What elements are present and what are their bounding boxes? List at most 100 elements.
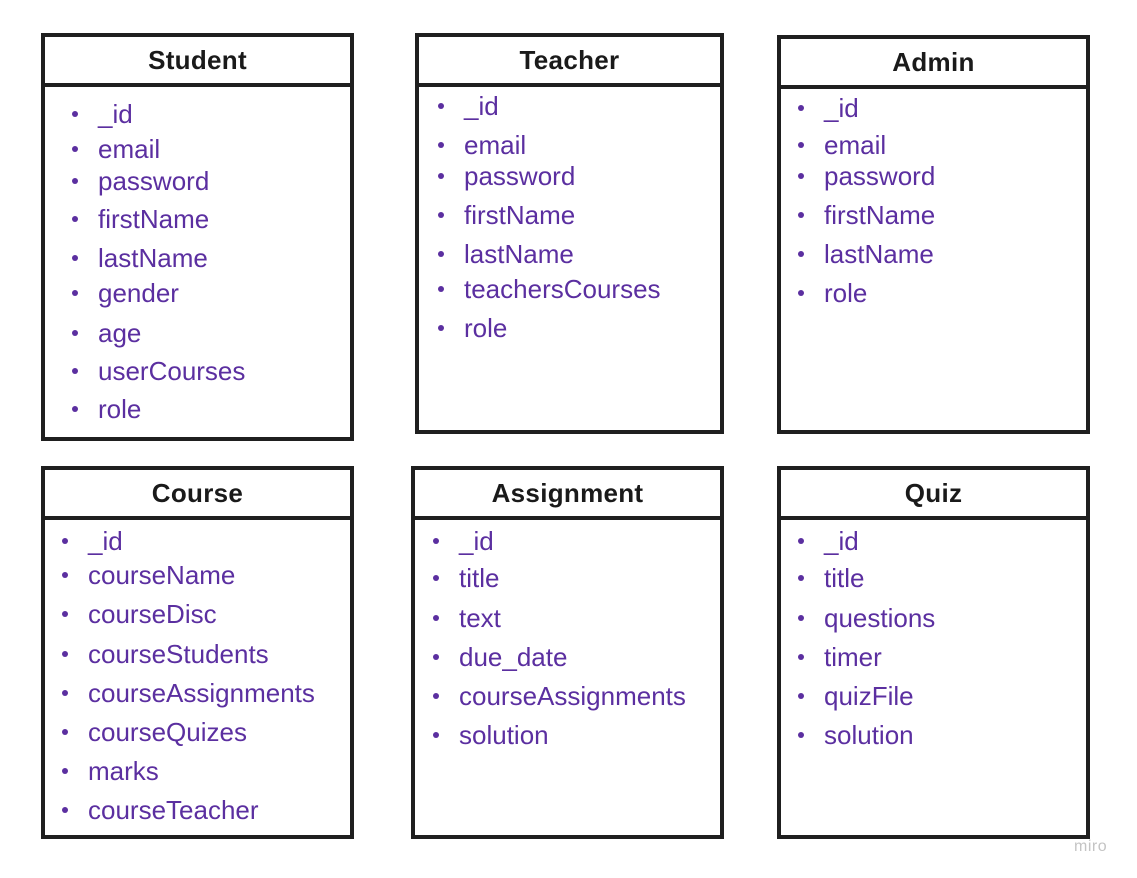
bullet-icon bbox=[433, 575, 439, 581]
entity-assignment: Assignment bbox=[411, 466, 724, 839]
field-label: gender bbox=[98, 278, 179, 308]
field-item: role bbox=[438, 315, 507, 341]
field-label: questions bbox=[824, 603, 936, 633]
field-label: courseAssignments bbox=[459, 681, 686, 711]
bullet-icon bbox=[798, 290, 804, 296]
field-item: text bbox=[433, 605, 501, 631]
bullet-icon bbox=[798, 142, 804, 148]
field-label: courseTeacher bbox=[88, 795, 259, 825]
field-item: role bbox=[72, 396, 141, 422]
field-label: lastName bbox=[824, 239, 934, 269]
field-item: teachersCourses bbox=[438, 276, 661, 302]
field-item: timer bbox=[798, 644, 882, 670]
field-item: courseName bbox=[62, 562, 235, 588]
miro-watermark: miro bbox=[1074, 838, 1108, 855]
bullet-icon bbox=[798, 212, 804, 218]
bullet-icon bbox=[62, 690, 68, 696]
bullet-icon bbox=[438, 286, 444, 292]
field-item: email bbox=[438, 132, 526, 158]
entity-quiz: Quiz bbox=[777, 466, 1090, 839]
bullet-icon bbox=[72, 290, 78, 296]
field-label: _id bbox=[459, 526, 494, 556]
field-label: age bbox=[98, 318, 142, 348]
field-label: email bbox=[464, 130, 527, 160]
field-label: role bbox=[824, 278, 868, 308]
field-label: quizFile bbox=[824, 681, 914, 711]
field-label: lastName bbox=[464, 239, 574, 269]
entity-student: Student bbox=[41, 33, 354, 441]
bullet-icon bbox=[433, 538, 439, 544]
field-item: courseQuizes bbox=[62, 719, 247, 745]
field-item: email bbox=[798, 132, 886, 158]
entity-title: Quiz bbox=[781, 470, 1086, 520]
bullet-icon bbox=[798, 654, 804, 660]
bullet-icon bbox=[72, 111, 78, 117]
field-item: gender bbox=[72, 280, 179, 306]
field-label: _id bbox=[824, 93, 859, 123]
bullet-icon bbox=[798, 615, 804, 621]
entity-admin: Admin bbox=[777, 35, 1090, 434]
field-label: courseName bbox=[88, 560, 236, 590]
field-item: solution bbox=[433, 722, 549, 748]
field-item: lastName bbox=[72, 245, 208, 271]
field-label: courseAssignments bbox=[88, 678, 315, 708]
field-label: text bbox=[459, 603, 501, 633]
bullet-icon bbox=[62, 611, 68, 617]
entity-teacher: Teacher bbox=[415, 33, 724, 434]
field-item: role bbox=[798, 280, 867, 306]
field-label: password bbox=[464, 161, 576, 191]
field-item: email bbox=[72, 136, 160, 162]
field-item: courseAssignments bbox=[433, 683, 686, 709]
field-label: solution bbox=[824, 720, 914, 750]
field-label: role bbox=[464, 313, 508, 343]
field-label: courseStudents bbox=[88, 639, 269, 669]
field-item: _id bbox=[433, 528, 494, 554]
field-item: _id bbox=[72, 101, 133, 127]
field-label: email bbox=[824, 130, 887, 160]
field-item: courseTeacher bbox=[62, 797, 259, 823]
field-item: solution bbox=[798, 722, 914, 748]
bullet-icon bbox=[62, 538, 68, 544]
field-item: courseAssignments bbox=[62, 680, 315, 706]
entity-title: Admin bbox=[781, 39, 1086, 89]
bullet-icon bbox=[438, 173, 444, 179]
field-item: password bbox=[72, 168, 209, 194]
field-item: _id bbox=[62, 528, 123, 554]
field-item: userCourses bbox=[72, 358, 245, 384]
field-label: title bbox=[459, 563, 500, 593]
field-item: marks bbox=[62, 758, 159, 784]
bullet-icon bbox=[798, 251, 804, 257]
field-label: role bbox=[98, 394, 142, 424]
field-item: _id bbox=[798, 528, 859, 554]
field-item: lastName bbox=[438, 241, 574, 267]
bullet-icon bbox=[433, 654, 439, 660]
bullet-icon bbox=[438, 325, 444, 331]
field-item: title bbox=[798, 565, 864, 591]
bullet-icon bbox=[438, 103, 444, 109]
bullet-icon bbox=[72, 216, 78, 222]
field-label: teachersCourses bbox=[464, 274, 661, 304]
field-label: _id bbox=[824, 526, 859, 556]
field-label: _id bbox=[98, 99, 133, 129]
bullet-icon bbox=[72, 255, 78, 261]
entity-title: Student bbox=[45, 37, 350, 87]
bullet-icon bbox=[62, 729, 68, 735]
field-label: password bbox=[98, 166, 210, 196]
field-label: firstName bbox=[98, 204, 210, 234]
bullet-icon bbox=[72, 368, 78, 374]
bullet-icon bbox=[798, 575, 804, 581]
field-item: due_date bbox=[433, 644, 567, 670]
field-item: quizFile bbox=[798, 683, 914, 709]
bullet-icon bbox=[798, 105, 804, 111]
bullet-icon bbox=[72, 330, 78, 336]
bullet-icon bbox=[72, 146, 78, 152]
bullet-icon bbox=[72, 178, 78, 184]
field-item: firstName bbox=[438, 202, 575, 228]
field-label: due_date bbox=[459, 642, 568, 672]
field-label: userCourses bbox=[98, 356, 246, 386]
field-item: questions bbox=[798, 605, 935, 631]
field-label: title bbox=[824, 563, 865, 593]
field-label: solution bbox=[459, 720, 549, 750]
field-item: password bbox=[438, 163, 575, 189]
field-item: _id bbox=[798, 95, 859, 121]
